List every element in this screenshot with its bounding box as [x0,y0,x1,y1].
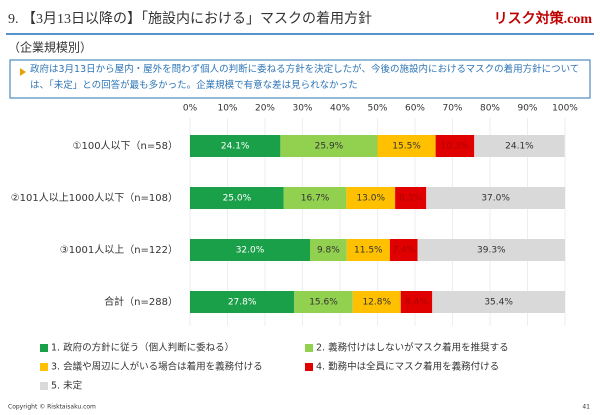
value-label: 15.6% [309,298,338,308]
value-label: 24.1% [221,142,250,152]
value-label: 27.8% [228,298,257,308]
x-tick-label: 70% [442,104,462,114]
x-tick-label: 60% [405,104,425,114]
bar-segment [377,135,436,157]
value-label: 24.1% [505,142,534,152]
copyright: Copyright © Risktaisaku.com [8,404,96,411]
value-label: 9.8% [317,246,340,256]
legend-label: 1. 政府の方針に従う（個人判断に委ねる） [51,342,234,354]
bar-segment [190,291,295,313]
x-tick-label: 20% [255,104,275,114]
bar-segment [395,187,427,209]
x-tick-label: 40% [330,104,350,114]
bar-segment [435,135,475,157]
x-tick-label: 50% [367,104,387,114]
value-label: 35.4% [484,298,513,308]
x-tick-label: 10% [217,104,237,114]
category-label: ③1001人以上（n=122） [60,244,178,256]
value-label: 16.7% [301,194,330,204]
bar-segment [294,291,353,313]
legend-label: 5. 未定 [51,380,83,392]
value-label: 8.3% [399,194,422,204]
legend-label: 4. 勤務中は全員にマスク着用を義務付ける [316,361,499,373]
page-number: 41 [582,404,590,411]
bar-segment [474,135,565,157]
note-box [9,59,591,99]
legend-swatch [305,363,313,371]
x-tick-label: 90% [517,104,537,114]
category-label: 合計（n=288） [104,295,178,308]
slide-title: 9. 【3月13日以降の】「施設内における」マスクの着用方針 [8,11,372,27]
note-wrap: 政府は3月13日から屋内・屋外を問わず個人の判断に委ねる方針を決定したが、今後の… [30,64,580,91]
value-label: 12.8% [362,298,391,308]
legend-label: 3. 会議や周辺に人がいる場合は着用を義務付ける [51,361,263,373]
value-label: 25.0% [223,194,252,204]
value-label: 8.4% [405,298,428,308]
legend-swatch [40,363,48,371]
bar-segment [400,291,433,313]
category-label: ②101人以上1000人以下（n=108） [11,192,178,204]
value-label: 39.3% [477,246,506,256]
bar-segment [389,239,418,261]
note-bullet [20,68,26,76]
x-tick-label: 0% [183,104,198,114]
value-label: 7.4% [392,246,415,256]
bar-segment [346,239,390,261]
bar-segment [426,187,565,209]
value-label: 15.5% [392,142,421,152]
brand: リスク対策.com [494,10,593,27]
value-label: 10.3% [441,142,470,152]
value-label: 13.0% [356,194,385,204]
bar-segment [346,187,396,209]
x-tick-label: 80% [480,104,500,114]
x-tick-label: 30% [292,104,312,114]
value-label: 32.0% [236,246,265,256]
x-tick-label: 100% [552,104,578,114]
bar-segment [310,239,347,261]
bar-segment [190,187,284,209]
bar-segment [280,135,378,157]
legend-label: 2. 義務付けはしないがマスク着用を推奨する [316,342,509,354]
bar-segment [352,291,401,313]
legend-swatch [40,344,48,352]
value-label: 25.9% [315,142,344,152]
bar-segment [432,291,565,313]
note: 政府は3月13日から屋内・屋外を問わず個人の判断に委ねる方針を決定したが、今後の… [30,64,580,91]
bar-segment [190,239,310,261]
value-label: 37.0% [481,194,510,204]
value-label: 11.5% [354,246,383,256]
bar-segment [417,239,565,261]
bar-segment [190,135,281,157]
subtitle: （企業規模別） [8,40,92,55]
bar-segment [283,187,347,209]
legend-swatch [40,382,48,390]
category-label: ①100人以下（n=58） [73,140,179,152]
legend-swatch [305,344,313,352]
